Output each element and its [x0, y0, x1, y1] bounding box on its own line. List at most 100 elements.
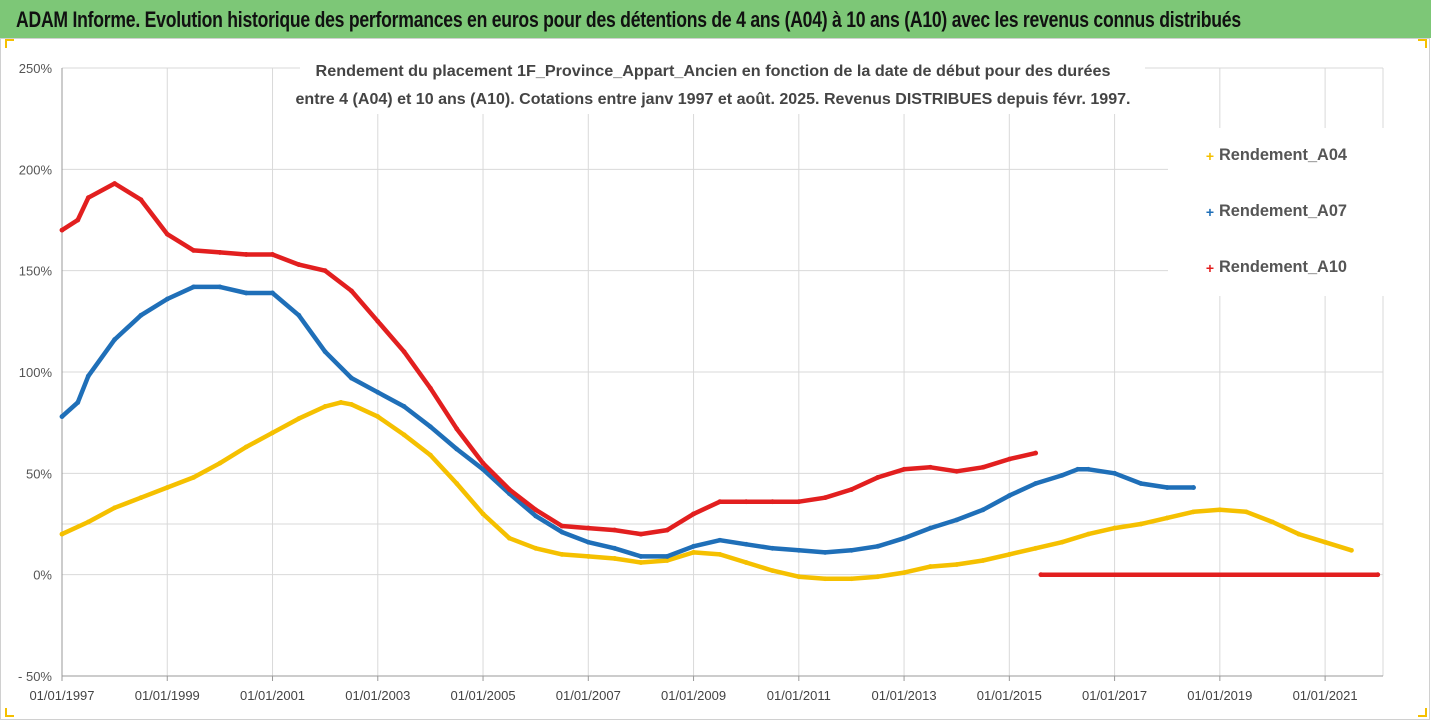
data-point	[980, 558, 986, 563]
data-point	[1164, 485, 1170, 490]
x-tick-label: 01/01/2001	[240, 688, 305, 703]
data-point	[138, 312, 144, 318]
data-point	[243, 290, 249, 296]
data-point	[796, 547, 802, 553]
data-point	[717, 499, 723, 505]
plot-area	[59, 181, 1381, 582]
data-point	[112, 337, 118, 342]
x-tick-label: 01/01/2003	[345, 688, 410, 703]
data-point	[1033, 450, 1039, 456]
data-point	[954, 468, 960, 474]
data-point	[506, 535, 512, 541]
data-point	[1059, 539, 1065, 545]
data-point	[980, 507, 986, 513]
data-point	[480, 511, 486, 517]
data-point	[270, 430, 275, 436]
title-banner: ADAM Informe. Evolution historique des p…	[0, 0, 1431, 38]
data-point	[1085, 531, 1091, 537]
data-point	[927, 525, 933, 531]
data-point	[612, 545, 618, 551]
data-point	[375, 414, 381, 419]
series-rendement-a07	[59, 284, 1196, 559]
corner-mark-top-right	[1418, 39, 1427, 48]
data-point	[85, 519, 91, 525]
data-point	[901, 466, 907, 472]
data-point	[875, 574, 881, 580]
y-axis: 250% 200% 150% 100% 50% 0% - 50%	[18, 61, 63, 684]
data-point	[954, 517, 960, 523]
x-tick-label: 01/01/1997	[29, 688, 94, 703]
x-tick-label: 01/01/2013	[872, 688, 937, 703]
y-tick-label: - 50%	[18, 669, 52, 684]
chart-title-box	[300, 56, 1145, 114]
x-tick-label: 01/01/2021	[1293, 688, 1358, 703]
data-point	[638, 531, 644, 537]
data-point	[585, 539, 591, 545]
data-point	[164, 485, 170, 490]
data-point	[954, 562, 960, 567]
x-axis: 01/01/1997 01/01/1999 01/01/2001 01/01/2003…	[29, 675, 1383, 703]
data-point	[559, 523, 565, 529]
data-point	[349, 402, 354, 407]
data-point	[375, 318, 381, 324]
data-point	[743, 499, 749, 505]
data-point	[322, 404, 328, 409]
data-point	[191, 248, 196, 253]
data-point	[717, 537, 723, 543]
data-point	[1349, 547, 1354, 553]
data-point	[349, 375, 354, 381]
data-point	[691, 543, 696, 549]
data-point	[191, 284, 196, 290]
data-point	[533, 513, 539, 519]
data-point	[849, 547, 854, 553]
corner-mark-bottom-right	[1418, 708, 1427, 717]
data-point	[428, 385, 433, 391]
data-point	[296, 262, 302, 267]
y-tick-label: 200%	[19, 162, 53, 177]
data-point	[1138, 521, 1144, 527]
legend: + Rendement_A04 + Rendement_A07 + Rendement_A…	[1168, 128, 1400, 296]
data-point	[1270, 519, 1275, 525]
data-point	[480, 460, 486, 466]
data-point	[1112, 525, 1117, 531]
data-point	[638, 560, 644, 565]
data-point	[243, 252, 249, 257]
data-point	[822, 576, 828, 582]
data-point	[585, 554, 591, 559]
data-point	[217, 250, 223, 255]
data-point	[59, 414, 65, 419]
x-tick-label: 01/01/2011	[767, 688, 831, 703]
data-point	[559, 552, 565, 557]
series-rendement-a04	[59, 400, 1354, 581]
data-point	[875, 543, 881, 549]
data-point	[1375, 572, 1381, 578]
data-point	[664, 554, 670, 559]
data-point	[1033, 545, 1039, 551]
legend-label: Rendement_A04	[1219, 145, 1348, 164]
legend-marker: +	[1206, 204, 1214, 220]
data-point	[270, 290, 275, 296]
data-point	[217, 284, 223, 290]
data-point	[480, 466, 486, 472]
data-point	[770, 545, 775, 551]
data-point	[243, 444, 249, 450]
data-point	[1006, 552, 1012, 557]
data-point	[612, 556, 618, 561]
x-tick-label: 01/01/2009	[661, 688, 726, 703]
data-point	[217, 460, 223, 466]
banner-title: ADAM Informe. Evolution historique des p…	[16, 7, 1241, 32]
x-tick-label: 01/01/1999	[135, 688, 200, 703]
data-point	[822, 549, 828, 555]
y-tick-label: 50%	[26, 466, 52, 481]
legend-box	[1168, 128, 1400, 296]
data-point	[1191, 485, 1196, 490]
data-point	[638, 554, 644, 559]
data-point	[296, 312, 302, 318]
data-point	[138, 197, 144, 203]
data-point	[875, 474, 881, 480]
data-point	[980, 464, 986, 470]
data-point	[849, 487, 854, 492]
data-point	[322, 268, 328, 274]
